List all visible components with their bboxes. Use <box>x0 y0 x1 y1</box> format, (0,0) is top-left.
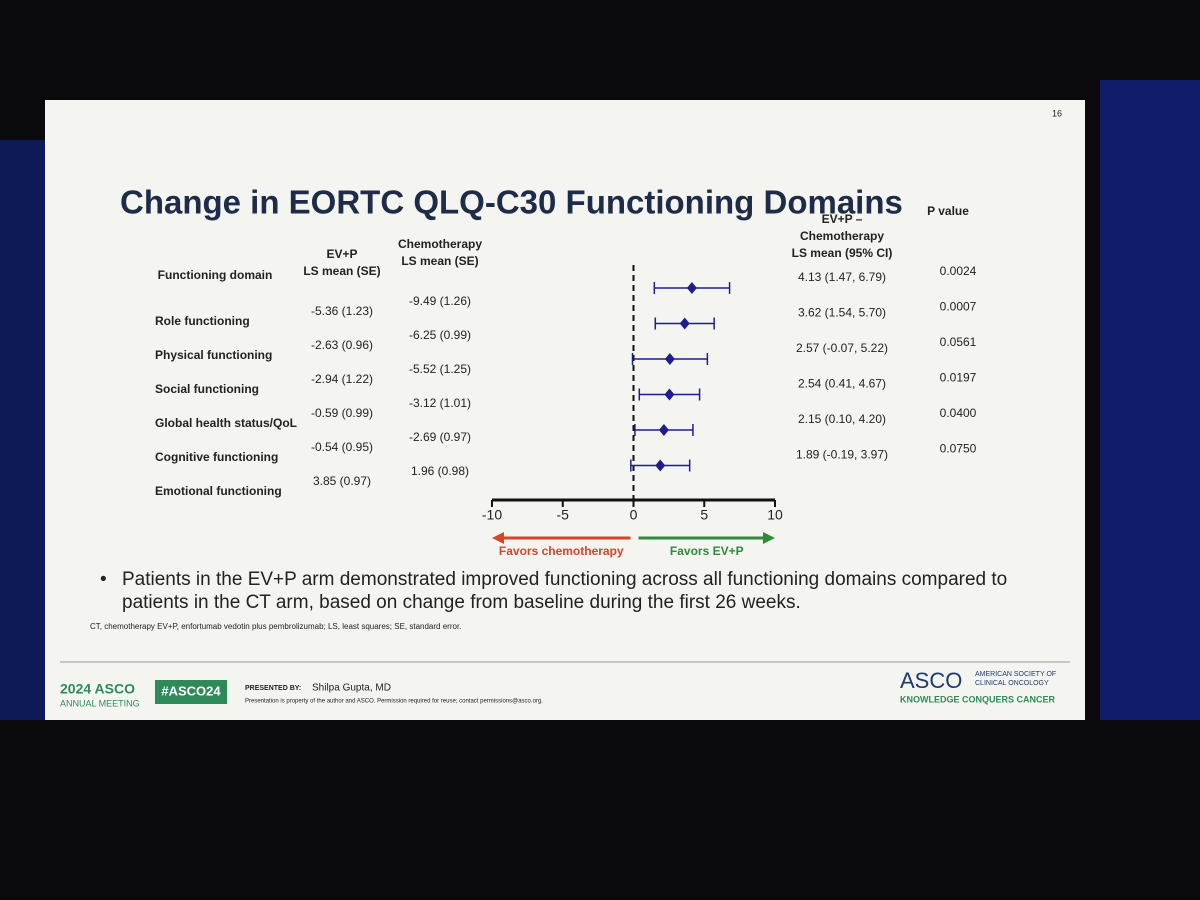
estimate-diamond <box>679 317 690 330</box>
hashtag: #ASCO24 <box>161 683 221 698</box>
domain-label: Physical functioning <box>155 348 272 362</box>
column-header: EV+P <box>326 247 357 261</box>
p-value: 0.0400 <box>940 406 977 420</box>
x-tick-label: 10 <box>767 507 783 523</box>
chemo-mean: -2.69 (0.97) <box>409 430 471 444</box>
favor-arrow-head <box>763 532 775 544</box>
tagline: KNOWLEDGE CONQUERS CANCER <box>900 694 1056 704</box>
footnote: CT, chemotherapy EV+P, enfortumab vedoti… <box>90 622 461 631</box>
column-header: LS mean (SE) <box>401 254 478 268</box>
column-header: EV+P – <box>822 212 863 226</box>
favor-arrow-head <box>492 532 504 544</box>
presented-by: PRESENTED BY: <box>245 685 301 692</box>
logo: ASCO <box>900 668 962 693</box>
evp-mean: -0.59 (0.99) <box>311 406 373 420</box>
p-value: 0.0561 <box>940 335 977 349</box>
favor-label: Favors chemotherapy <box>499 544 624 558</box>
chemo-mean: 1.96 (0.98) <box>411 464 469 478</box>
x-tick-label: -10 <box>482 507 502 523</box>
evp-mean: -2.63 (0.96) <box>311 338 373 352</box>
estimate-diamond <box>664 388 675 401</box>
estimate-diamond <box>655 459 666 472</box>
column-header: P value <box>927 204 969 218</box>
bullet: Patients in the EV+P arm demonstrated im… <box>100 568 1052 614</box>
society-line: AMERICAN SOCIETY OF <box>975 671 1056 678</box>
slide-number: 16 <box>1052 108 1062 118</box>
column-header: LS mean (95% CI) <box>792 246 893 260</box>
domain-label: Cognitive functioning <box>155 450 278 464</box>
meeting-year: 2024 ASCO <box>60 681 135 697</box>
p-value: 0.0750 <box>940 442 977 456</box>
chemo-mean: -5.52 (1.25) <box>409 362 471 376</box>
estimate-diamond <box>664 353 675 365</box>
domain-label: Social functioning <box>155 382 259 396</box>
disclaimer: Presentation is property of the author a… <box>245 699 543 705</box>
domain-label: Emotional functioning <box>155 484 282 498</box>
slide <box>45 100 1085 720</box>
evp-mean: -0.54 (0.95) <box>311 440 373 454</box>
presenter: Shilpa Gupta, MD <box>312 683 391 694</box>
x-tick-label: 0 <box>630 507 638 523</box>
x-tick-label: -5 <box>557 507 570 523</box>
chemo-mean: -3.12 (1.01) <box>409 396 471 410</box>
estimate-label: 1.89 (-0.19, 3.97) <box>796 448 888 462</box>
estimate-label: 2.15 (0.10, 4.20) <box>798 412 886 426</box>
evp-mean: -5.36 (1.23) <box>311 304 373 318</box>
column-header: Chemotherapy <box>800 229 884 243</box>
p-value: 0.0007 <box>940 300 977 314</box>
estimate-label: 3.62 (1.54, 5.70) <box>798 306 886 320</box>
meeting-name: ANNUAL MEETING <box>60 698 140 708</box>
evp-mean: 3.85 (0.97) <box>313 474 371 488</box>
favor-label: Favors EV+P <box>670 544 744 558</box>
domain-label: Global health status/QoL <box>155 416 297 430</box>
society-line: CLINICAL ONCOLOGY <box>975 680 1049 687</box>
estimate-label: 4.13 (1.47, 6.79) <box>798 270 886 284</box>
curtain-right <box>1100 80 1200 720</box>
column-header: LS mean (SE) <box>303 264 380 278</box>
x-tick-label: 5 <box>700 507 708 523</box>
chemo-mean: -9.49 (1.26) <box>409 294 471 308</box>
column-header: Chemotherapy <box>398 237 482 251</box>
domain-label: Role functioning <box>155 314 250 328</box>
estimate-diamond <box>658 424 669 436</box>
estimate-diamond <box>686 282 697 294</box>
estimate-label: 2.54 (0.41, 4.67) <box>798 377 886 391</box>
p-value: 0.0197 <box>940 371 977 385</box>
evp-mean: -2.94 (1.22) <box>311 372 373 386</box>
curtain-left <box>0 140 45 720</box>
p-value: 0.0024 <box>940 264 977 278</box>
title: Change in EORTC QLQ-C30 Functioning Doma… <box>120 184 903 221</box>
estimate-label: 2.57 (-0.07, 5.22) <box>796 341 888 355</box>
column-header: Functioning domain <box>158 268 273 282</box>
hashtag-box <box>155 680 227 704</box>
chemo-mean: -6.25 (0.99) <box>409 328 471 342</box>
